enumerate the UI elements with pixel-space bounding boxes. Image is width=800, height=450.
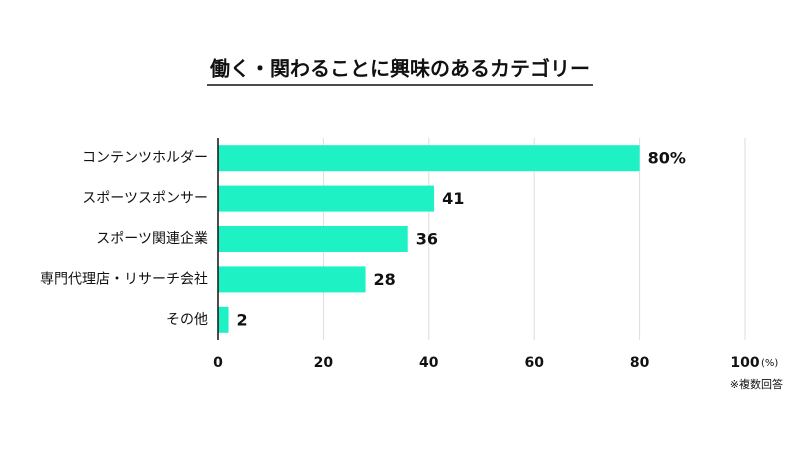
x-tick-label: 100 — [730, 355, 759, 371]
bar — [218, 185, 435, 212]
y-tick-label: 専門代理店・リサーチ会社 — [40, 271, 208, 287]
note: ※複数回答 — [730, 377, 783, 391]
y-tick-label: その他 — [166, 312, 208, 328]
value-label: 80% — [648, 149, 686, 168]
value-label: 2 — [237, 310, 248, 329]
x-tick-label: 60 — [524, 355, 544, 371]
bar — [218, 266, 366, 293]
x-tick-label: 80 — [630, 355, 650, 371]
x-tick-label: 20 — [314, 355, 334, 371]
bar — [218, 226, 408, 252]
bar — [218, 145, 640, 172]
y-tick-label: コンテンツホルダー — [82, 150, 208, 166]
chart-title: 働く・関わることに興味のあるカテゴリー — [209, 57, 590, 81]
value-label: 41 — [442, 189, 464, 208]
x-tick-label: 0 — [213, 355, 223, 371]
y-tick-label: スポーツスポンサー — [82, 191, 208, 207]
x-tick-label: 40 — [419, 355, 439, 371]
y-tick-label: スポーツ関連企業 — [96, 230, 208, 247]
bar — [218, 306, 229, 333]
value-label: 28 — [374, 270, 396, 289]
value-label: 36 — [416, 230, 438, 249]
x-unit: (%) — [761, 358, 778, 369]
